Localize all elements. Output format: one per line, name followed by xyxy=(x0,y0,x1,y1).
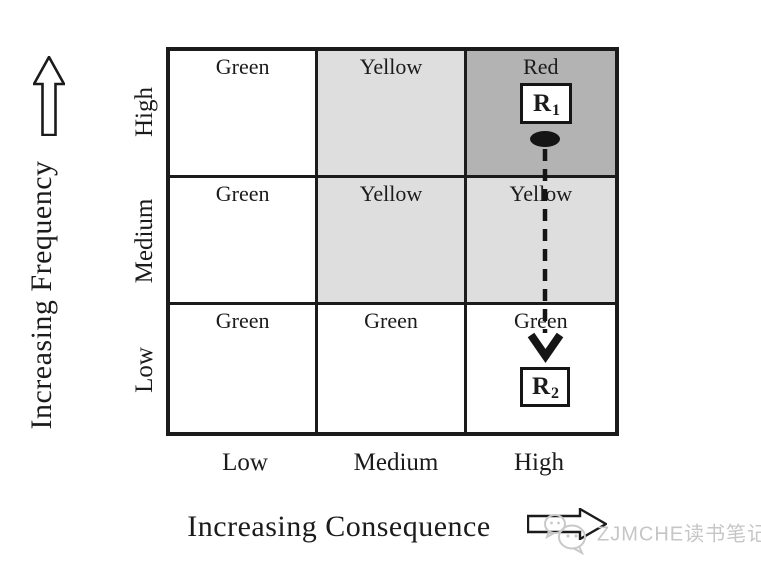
r2-label: R xyxy=(531,373,551,400)
x-axis-label-low: Low xyxy=(222,449,268,476)
cell-label: Green xyxy=(513,308,568,333)
cell-label: Red xyxy=(523,54,559,79)
r1-label: R xyxy=(532,89,552,117)
x-axis-label-medium: Medium xyxy=(353,449,439,476)
arrow-up-icon xyxy=(33,56,65,136)
cell-label: Yellow xyxy=(359,54,423,79)
y-axis-label-high: High xyxy=(131,87,158,137)
arrow-right-icon xyxy=(527,508,607,540)
y-axis-label-medium: Medium xyxy=(131,198,158,284)
cell-low-medium: Green xyxy=(318,305,467,432)
cell-high-medium: Yellow xyxy=(318,51,467,178)
cell-medium-low: Green xyxy=(170,178,319,305)
cell-label: Yellow xyxy=(509,181,573,206)
r2-subscript: 2 xyxy=(551,385,560,402)
cell-label: Green xyxy=(215,181,270,206)
y-axis-label-low: Low xyxy=(131,347,158,393)
cell-label: Yellow xyxy=(359,181,423,206)
y-axis-title: Increasing Frequency xyxy=(25,160,58,430)
r1-subscript: 1 xyxy=(552,101,561,119)
cell-high-low: Green xyxy=(170,51,319,178)
cell-label: Green xyxy=(215,54,270,79)
cell-low-high: Green xyxy=(466,305,615,432)
watermark-text: ZJMCHE读书笔记 xyxy=(597,523,761,546)
x-axis-label-high: High xyxy=(514,449,564,476)
x-axis-title: Increasing Consequence xyxy=(187,510,491,543)
cell-medium-high: Yellow xyxy=(466,178,615,305)
chat-bubbles-icon xyxy=(544,514,586,556)
cell-medium-medium: Yellow xyxy=(318,178,467,305)
cell-high-high: Red xyxy=(466,51,615,178)
cell-label: Green xyxy=(215,308,270,333)
cell-low-low: Green xyxy=(170,305,319,432)
cell-label: Green xyxy=(364,308,418,333)
